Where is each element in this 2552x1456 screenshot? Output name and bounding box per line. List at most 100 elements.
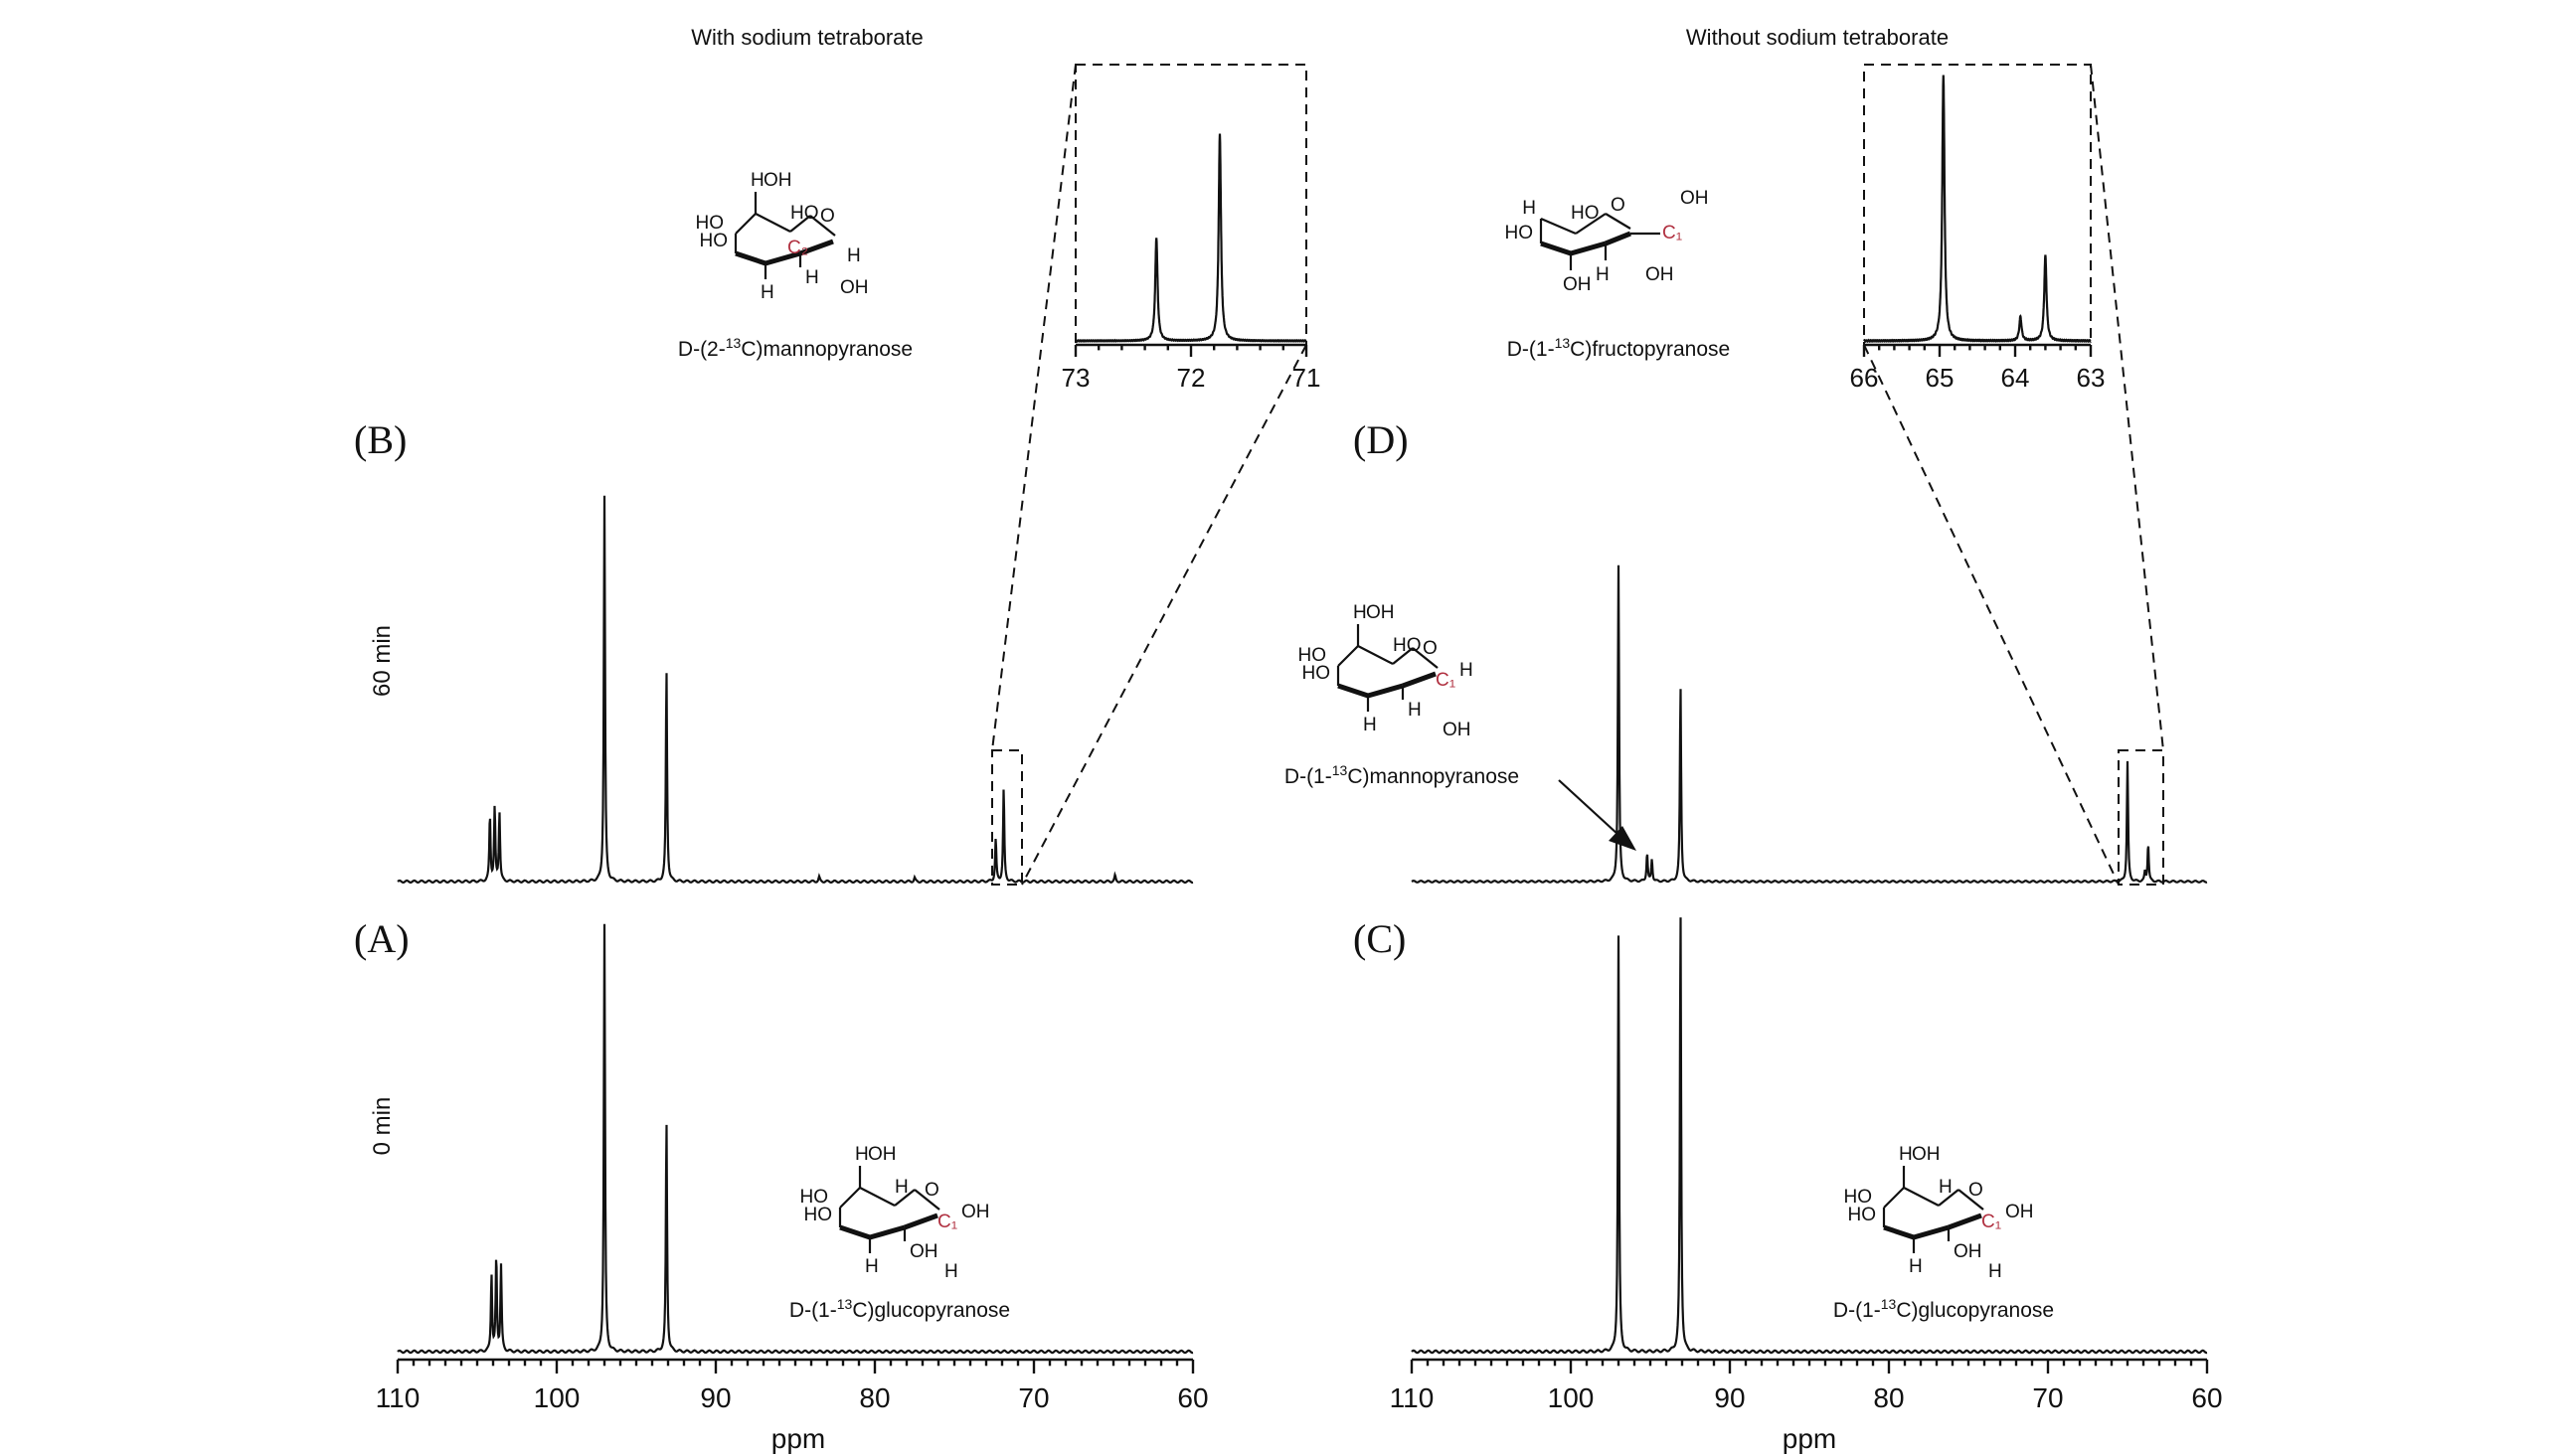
spectrum-b-inset xyxy=(1074,133,1307,344)
svg-text:H: H xyxy=(1353,602,1367,623)
tick-label: 73 xyxy=(1062,363,1091,393)
svg-text:H: H xyxy=(855,1144,869,1165)
tick-label: 100 xyxy=(534,1382,581,1413)
inset-axis-d: 66 65 64 63 xyxy=(1850,343,2105,393)
svg-text:HO: HO xyxy=(696,213,725,234)
molecule-b: HO HO H OH H HO O C₂ H H OH xyxy=(696,170,869,303)
svg-text:HO: HO xyxy=(790,203,819,224)
zoom-guide-b xyxy=(991,64,1307,886)
svg-text:HO: HO xyxy=(1571,203,1600,224)
caption-d2: D-(1-13C)mannopyranose xyxy=(1284,762,1519,788)
svg-text:C₁: C₁ xyxy=(1981,1212,2001,1232)
svg-text:OH: OH xyxy=(910,1241,938,1262)
tick-label: 60 xyxy=(2191,1382,2222,1413)
molecule-d2: HO HO H OH H HO O C₁ H H OH xyxy=(1298,602,1473,740)
x-axis-label-right: ppm xyxy=(1783,1423,1836,1454)
svg-text:H: H xyxy=(1522,198,1536,219)
svg-text:OH: OH xyxy=(868,1144,897,1165)
svg-text:OH: OH xyxy=(1954,1241,1982,1262)
svg-text:O: O xyxy=(1968,1180,1983,1201)
tick-label: 60 xyxy=(1177,1382,1208,1413)
x-axis-right: 110 100 90 80 70 60 xyxy=(1390,1358,2223,1413)
svg-text:H: H xyxy=(1909,1256,1923,1277)
spectrum-c xyxy=(1411,917,2208,1355)
svg-text:HO: HO xyxy=(700,231,729,251)
svg-text:OH: OH xyxy=(1366,602,1395,623)
molecule-c: HO HO H OH H H O C₁ OH OH H xyxy=(1844,1144,2034,1282)
panel-label-b: (B) xyxy=(354,417,407,462)
caption-c: D-(1-13C)glucopyranose xyxy=(1833,1296,2054,1322)
spectrum-a xyxy=(397,923,1194,1355)
svg-text:HO: HO xyxy=(1298,645,1327,666)
caption-a: D-(1-13C)glucopyranose xyxy=(789,1296,1010,1322)
header-left: With sodium tetraborate xyxy=(691,25,924,50)
svg-text:H: H xyxy=(1459,660,1473,681)
svg-text:OH: OH xyxy=(1645,264,1674,285)
svg-text:C₁: C₁ xyxy=(1436,670,1455,691)
svg-text:O: O xyxy=(820,206,835,227)
svg-text:H: H xyxy=(1899,1144,1913,1165)
tick-label: 70 xyxy=(2032,1382,2063,1413)
inset-axis-b: 73 72 71 xyxy=(1062,343,1321,393)
panel-label-c: (C) xyxy=(1353,916,1406,961)
tick-label: 71 xyxy=(1292,363,1321,393)
svg-text:HO: HO xyxy=(1844,1187,1873,1208)
svg-text:H: H xyxy=(1988,1261,2002,1282)
svg-text:C₂: C₂ xyxy=(787,238,808,258)
svg-text:H: H xyxy=(944,1261,958,1282)
svg-text:HO: HO xyxy=(1302,663,1331,684)
molecule-a: HO HO H OH H H O C₁ OH OH H xyxy=(800,1144,990,1282)
svg-text:OH: OH xyxy=(764,170,792,191)
svg-text:HO: HO xyxy=(1848,1205,1877,1225)
time-label-bottom: 0 min xyxy=(369,1097,396,1156)
svg-text:OH: OH xyxy=(2005,1202,2034,1222)
svg-text:H: H xyxy=(1363,715,1377,735)
tick-label: 80 xyxy=(1873,1382,1904,1413)
tick-label: 90 xyxy=(1714,1382,1745,1413)
tick-label: 72 xyxy=(1177,363,1206,393)
svg-text:OH: OH xyxy=(1563,274,1592,295)
tick-label: 65 xyxy=(1926,363,1955,393)
svg-text:H: H xyxy=(805,267,819,288)
svg-text:OH: OH xyxy=(840,277,869,298)
svg-text:HO: HO xyxy=(1393,635,1422,656)
svg-text:C₁: C₁ xyxy=(937,1212,957,1232)
tick-label: 80 xyxy=(859,1382,890,1413)
arrow-mannopyranose xyxy=(1558,779,1636,851)
svg-text:HO: HO xyxy=(800,1187,829,1208)
svg-text:O: O xyxy=(925,1180,939,1201)
tick-label: 110 xyxy=(1390,1382,1435,1413)
tick-label: 64 xyxy=(2001,363,2030,393)
svg-text:O: O xyxy=(1423,638,1438,659)
svg-text:H: H xyxy=(761,282,774,303)
tick-label: 110 xyxy=(376,1382,421,1413)
svg-text:H: H xyxy=(1408,700,1422,721)
svg-text:H: H xyxy=(847,245,861,266)
svg-text:OH: OH xyxy=(1443,720,1471,740)
svg-text:OH: OH xyxy=(1680,188,1709,209)
caption-d: D-(1-13C)fructopyranose xyxy=(1507,335,1730,361)
svg-text:H: H xyxy=(751,170,765,191)
svg-text:C₁: C₁ xyxy=(1662,223,1682,243)
spectrum-d xyxy=(1411,565,2208,884)
header-right: Without sodium tetraborate xyxy=(1686,25,1949,50)
svg-text:H: H xyxy=(1939,1177,1953,1198)
tick-label: 66 xyxy=(1850,363,1879,393)
tick-label: 90 xyxy=(700,1382,731,1413)
spectrum-d-inset xyxy=(1862,75,2092,344)
svg-text:HO: HO xyxy=(804,1205,833,1225)
svg-text:H: H xyxy=(865,1256,879,1277)
x-axis-left: 110 100 90 80 70 60 xyxy=(376,1358,1209,1413)
panel-label-d: (D) xyxy=(1353,417,1409,462)
x-axis-label-left: ppm xyxy=(771,1423,825,1454)
tick-label: 100 xyxy=(1548,1382,1595,1413)
time-label-top: 60 min xyxy=(369,625,396,697)
spectrum-b xyxy=(397,495,1194,885)
svg-text:O: O xyxy=(1611,195,1625,216)
caption-b: D-(2-13C)mannopyranose xyxy=(678,335,913,361)
zoom-guide-d xyxy=(1863,64,2164,886)
svg-text:H: H xyxy=(1596,264,1610,285)
molecule-d: HO H HO O OH H OH C₁ OH xyxy=(1505,188,1709,295)
svg-text:OH: OH xyxy=(1912,1144,1941,1165)
